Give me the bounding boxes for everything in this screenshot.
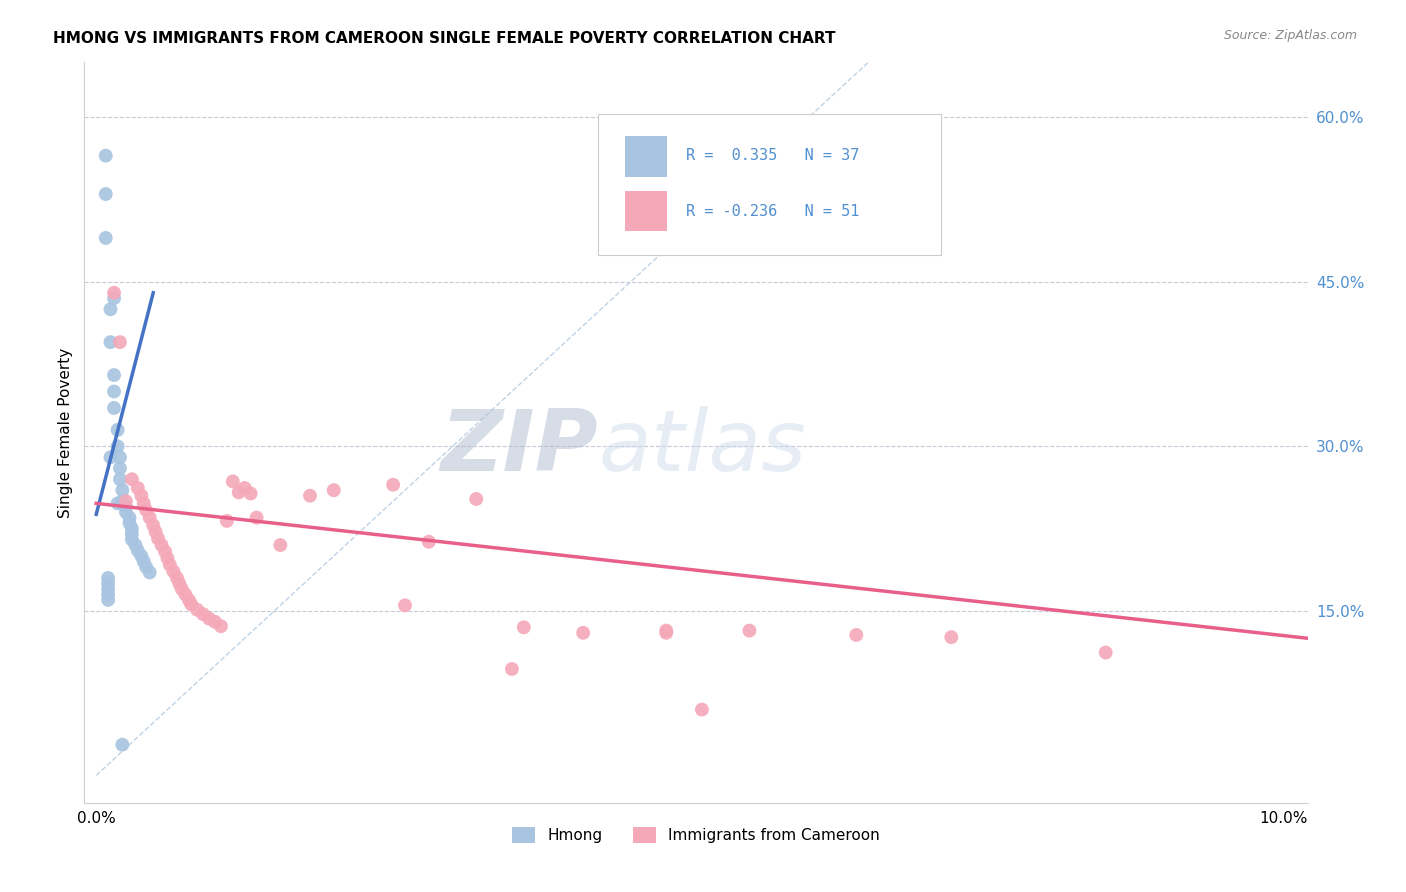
Point — [107, 439, 129, 453]
Point — [124, 538, 146, 552]
Point — [127, 543, 149, 558]
Point — [142, 518, 165, 533]
Point — [162, 565, 184, 579]
Point — [228, 485, 250, 500]
Point — [103, 384, 125, 399]
Text: HMONG VS IMMIGRANTS FROM CAMEROON SINGLE FEMALE POVERTY CORRELATION CHART: HMONG VS IMMIGRANTS FROM CAMEROON SINGLE… — [53, 31, 837, 46]
Point — [166, 571, 188, 585]
Point — [135, 560, 157, 574]
Point — [118, 510, 141, 524]
Point — [501, 662, 523, 676]
Point — [115, 500, 138, 514]
Point — [153, 544, 176, 558]
Point — [204, 615, 226, 629]
Point — [100, 302, 122, 317]
Point — [97, 587, 120, 601]
Y-axis label: Single Female Poverty: Single Female Poverty — [58, 348, 73, 517]
Point — [103, 401, 125, 415]
Point — [115, 494, 138, 508]
Point — [100, 335, 122, 350]
Point — [150, 538, 173, 552]
Text: ZIP: ZIP — [440, 406, 598, 489]
Point — [138, 566, 160, 580]
Point — [382, 477, 405, 491]
Point — [111, 738, 134, 752]
Point — [97, 593, 120, 607]
Point — [107, 496, 129, 510]
Legend: Hmong, Immigrants from Cameroon: Hmong, Immigrants from Cameroon — [505, 820, 887, 851]
Point — [111, 483, 134, 498]
Point — [132, 496, 155, 510]
Point — [418, 534, 440, 549]
Point — [655, 625, 678, 640]
Point — [209, 619, 232, 633]
Point — [97, 571, 120, 585]
Point — [215, 514, 238, 528]
Point — [100, 450, 122, 465]
Text: Source: ZipAtlas.com: Source: ZipAtlas.com — [1223, 29, 1357, 42]
Point — [94, 149, 117, 163]
Point — [180, 597, 202, 611]
Point — [121, 533, 143, 547]
Point — [269, 538, 291, 552]
Point — [177, 593, 200, 607]
Bar — [626, 136, 666, 178]
FancyBboxPatch shape — [598, 114, 941, 255]
Point — [121, 522, 143, 536]
Point — [513, 620, 536, 634]
Point — [198, 611, 221, 625]
Point — [690, 702, 713, 716]
Point — [233, 481, 256, 495]
Point — [146, 532, 169, 546]
Point — [170, 582, 193, 596]
Point — [121, 472, 143, 486]
Point — [108, 450, 131, 465]
Point — [108, 461, 131, 475]
Point — [97, 576, 120, 591]
Point — [121, 527, 143, 541]
Point — [131, 489, 153, 503]
Point — [108, 335, 131, 350]
Point — [572, 625, 595, 640]
Point — [132, 554, 155, 568]
Point — [465, 491, 488, 506]
Point — [118, 516, 141, 530]
Point — [127, 481, 149, 495]
Point — [174, 587, 197, 601]
Bar — [626, 191, 666, 231]
Point — [169, 576, 191, 591]
Text: atlas: atlas — [598, 406, 806, 489]
Point — [94, 231, 117, 245]
Text: R =  0.335   N = 37: R = 0.335 N = 37 — [686, 148, 859, 163]
Point — [322, 483, 344, 498]
Point — [108, 472, 131, 486]
Point — [135, 503, 157, 517]
Point — [845, 628, 868, 642]
Point — [941, 630, 963, 644]
Point — [1094, 646, 1116, 660]
Point — [191, 607, 214, 622]
Point — [394, 599, 416, 613]
Point — [298, 489, 321, 503]
Point — [186, 603, 208, 617]
Point — [222, 475, 245, 489]
Point — [131, 549, 153, 563]
Point — [159, 558, 181, 572]
Point — [239, 486, 262, 500]
Point — [94, 187, 117, 202]
Point — [107, 423, 129, 437]
Point — [103, 291, 125, 305]
Point — [103, 368, 125, 382]
Point — [156, 551, 179, 566]
Point — [138, 510, 160, 524]
Text: R = -0.236   N = 51: R = -0.236 N = 51 — [686, 204, 859, 219]
Point — [738, 624, 761, 638]
Point — [115, 505, 138, 519]
Point — [245, 510, 267, 524]
Point — [111, 494, 134, 508]
Point — [655, 624, 678, 638]
Point — [145, 524, 167, 539]
Point — [103, 285, 125, 300]
Point — [97, 582, 120, 596]
